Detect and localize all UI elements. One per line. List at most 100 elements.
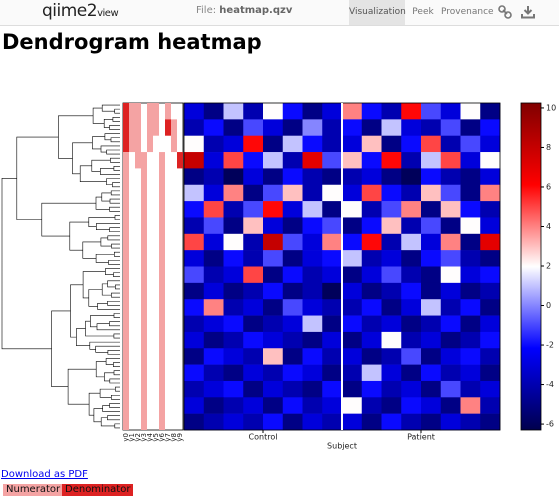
tab[interactable]: Visualization — [349, 0, 406, 25]
heat-cell — [361, 299, 382, 316]
heat-cell — [223, 315, 244, 333]
heat-cell — [381, 201, 402, 218]
heat-cell — [381, 397, 402, 414]
heat-cell — [361, 103, 382, 120]
heat-cell — [322, 364, 343, 382]
heat-cell — [282, 168, 303, 186]
heat-cell — [184, 299, 205, 316]
heat-cell — [243, 103, 264, 120]
heat-cell — [421, 364, 442, 382]
heat-cell — [460, 184, 481, 202]
dendrogram — [1, 104, 120, 429]
download-link[interactable]: Download as PDF — [1, 469, 88, 480]
heat-cell — [322, 103, 343, 120]
link-icon[interactable] — [498, 5, 512, 19]
heat-cell — [381, 348, 402, 365]
balance-segment — [129, 103, 135, 153]
heat-cell — [203, 250, 224, 267]
heat-cell — [302, 282, 323, 300]
heat-cell — [302, 331, 323, 349]
heat-cell — [223, 266, 244, 284]
heat-cell — [302, 250, 323, 267]
heat-cell — [401, 282, 422, 300]
heat-cell — [203, 397, 224, 414]
heat-cell — [302, 152, 323, 169]
heat-cell — [263, 184, 284, 202]
heat-cell — [342, 348, 363, 365]
heat-cell — [302, 315, 323, 333]
heat-cell — [184, 250, 205, 267]
heat-cell — [401, 331, 422, 349]
heat-cell — [421, 152, 442, 169]
heat-cell — [263, 168, 284, 186]
heat-cell — [421, 299, 442, 316]
heat-cell — [203, 413, 224, 431]
heat-cell — [401, 315, 422, 333]
heat-cell — [184, 331, 205, 349]
heat-cell — [184, 266, 205, 284]
heat-cell — [243, 201, 264, 218]
heat-cell — [421, 266, 442, 284]
heat-cell — [440, 184, 461, 202]
balance-segment — [159, 152, 165, 431]
heat-cell — [381, 168, 402, 186]
heat-cell — [302, 233, 323, 251]
heat-cell — [243, 250, 264, 267]
heat-cell — [243, 184, 264, 202]
heat-cell — [440, 364, 461, 382]
heat-cell — [223, 282, 244, 300]
heat-cell — [460, 299, 481, 316]
heat-cell — [361, 119, 382, 136]
heat-cell — [302, 397, 323, 414]
heat-cell — [263, 119, 284, 136]
tab[interactable]: Provenance — [441, 7, 494, 17]
balance-label: y4 — [146, 432, 154, 441]
heat-cell — [302, 266, 323, 284]
heat-cell — [223, 184, 244, 202]
balance-segment — [177, 152, 183, 169]
heat-cell — [184, 380, 205, 398]
heat-cell — [342, 282, 363, 300]
heat-cell — [401, 364, 422, 382]
heat-cell — [421, 315, 442, 333]
heat-cell — [460, 152, 481, 169]
heat-cell — [342, 135, 363, 153]
heat-cell — [223, 348, 244, 365]
heat-cell — [243, 233, 264, 251]
heat-cell — [361, 266, 382, 284]
heat-cell — [184, 103, 205, 120]
heat-cell — [460, 250, 481, 267]
file-label: File: — [196, 5, 217, 16]
heat-cell — [223, 135, 244, 153]
heat-cell — [401, 184, 422, 202]
heat-cell — [460, 266, 481, 284]
legend-denominator: Denominator — [62, 484, 134, 496]
heat-cell — [381, 380, 402, 398]
heat-cell — [480, 348, 501, 365]
heat-cell — [223, 152, 244, 169]
heat-cell — [381, 299, 402, 316]
tab[interactable]: Peek — [412, 7, 434, 17]
colorbar-tick-label: 0 — [546, 301, 551, 310]
heat-cell — [460, 380, 481, 398]
heat-cell — [342, 299, 363, 316]
logo[interactable]: qiime2view — [42, 1, 119, 21]
heat-cell — [302, 168, 323, 186]
heat-cell — [263, 380, 284, 398]
heat-cell — [480, 152, 501, 169]
heat-cell — [361, 315, 382, 333]
heat-cell — [361, 152, 382, 169]
heat-cell — [421, 119, 442, 136]
heat-cell — [480, 282, 501, 300]
heat-cell — [184, 233, 205, 251]
heat-cell — [282, 397, 303, 414]
heat-cell — [302, 201, 323, 218]
heat-cell — [263, 250, 284, 267]
heat-cell — [184, 201, 205, 218]
heat-cell — [361, 413, 382, 431]
heat-cell — [421, 397, 442, 414]
download-icon[interactable] — [521, 5, 535, 19]
heat-cell — [203, 299, 224, 316]
balance-segment — [147, 103, 153, 153]
heat-cell — [203, 168, 224, 186]
